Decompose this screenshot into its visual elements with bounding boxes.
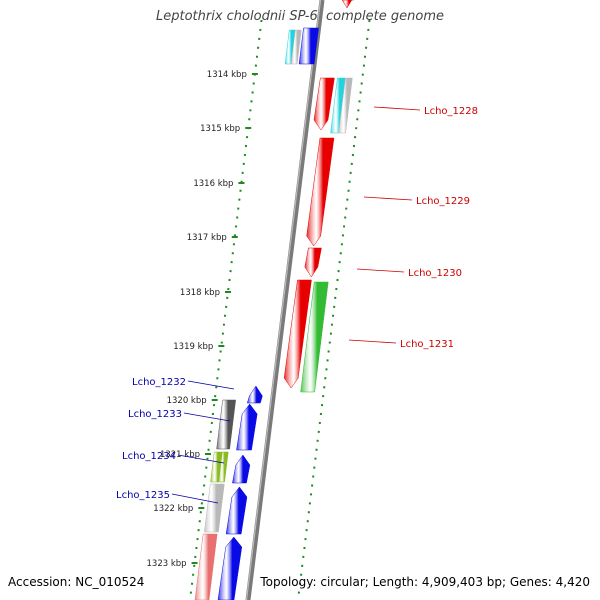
genome-summary-text: Topology: circular; Length: 4,909,403 bp… — [260, 575, 590, 589]
label-leader-line — [363, 196, 413, 201]
gene-arrow-top-blue — [298, 27, 319, 65]
gene-block-lcho-1234-b — [218, 451, 229, 483]
label-leader-line — [183, 412, 231, 422]
tick-label: 1323 kbp — [147, 559, 187, 569]
gene-label-left: Lcho_1233 — [128, 409, 182, 420]
gene-arrow-lcho-1233-blue — [236, 403, 258, 451]
gene-block-gray-top — [290, 29, 302, 65]
tick-label: 1318 kbp — [180, 288, 220, 298]
gene-arrow-lcho-1229 — [306, 137, 335, 247]
tick-label: 1314 kbp — [207, 70, 247, 80]
gene-block-green — [300, 281, 329, 393]
gene-arrow-lcho-1234-blue — [232, 454, 251, 484]
gene-arrow-lcho-1235-blue — [225, 486, 248, 535]
outer-dotted-ring — [297, 19, 371, 600]
map-title: Leptothrix cholodnii SP-6, complete geno… — [156, 9, 444, 24]
label-leader-line — [171, 493, 219, 504]
label-leader-line — [356, 268, 405, 273]
gene-arrow-top-red — [341, 0, 355, 9]
gene-arrow-lcho-1231 — [283, 279, 312, 389]
gene-label-left: Lcho_1234 — [122, 451, 176, 462]
gene-block-gray-right — [338, 77, 353, 134]
label-leader-line — [177, 454, 225, 464]
tick-label: 1320 kbp — [167, 396, 207, 406]
tick-label: 1317 kbp — [187, 233, 227, 243]
tick-label: 1322 kbp — [153, 504, 193, 514]
gene-label-right: Lcho_1229 — [416, 196, 470, 207]
tick-label: 1315 kbp — [200, 124, 240, 134]
gene-block-lcho-1235 — [204, 483, 225, 533]
genome-backbone — [245, 0, 325, 600]
accession-text: Accession: NC_010524 — [8, 575, 145, 589]
gene-arrow-lcho-1230 — [304, 247, 322, 278]
gene-block-lcho-1233 — [216, 399, 236, 450]
gene-block-pink — [194, 533, 218, 600]
gene-label-left: Lcho_1232 — [132, 377, 186, 388]
gene-label-right: Lcho_1230 — [408, 268, 462, 279]
gene-label-right: Lcho_1231 — [400, 339, 454, 350]
gene-arrow-bottom-blue — [217, 536, 243, 600]
label-leader-line — [187, 380, 235, 390]
label-leader-line — [348, 339, 397, 344]
gene-label-left: Lcho_1235 — [116, 490, 170, 501]
inner-dotted-ring — [189, 19, 263, 600]
gene-arrow-lcho-1228 — [313, 77, 335, 131]
gene-label-right: Lcho_1228 — [424, 106, 478, 117]
label-leader-line — [373, 106, 421, 111]
gene-arrow-lcho-1232 — [246, 385, 263, 404]
genome-backbone-highlight — [245, 0, 322, 600]
tick-label: 1316 kbp — [193, 179, 233, 189]
tick-label: 1319 kbp — [173, 342, 213, 352]
